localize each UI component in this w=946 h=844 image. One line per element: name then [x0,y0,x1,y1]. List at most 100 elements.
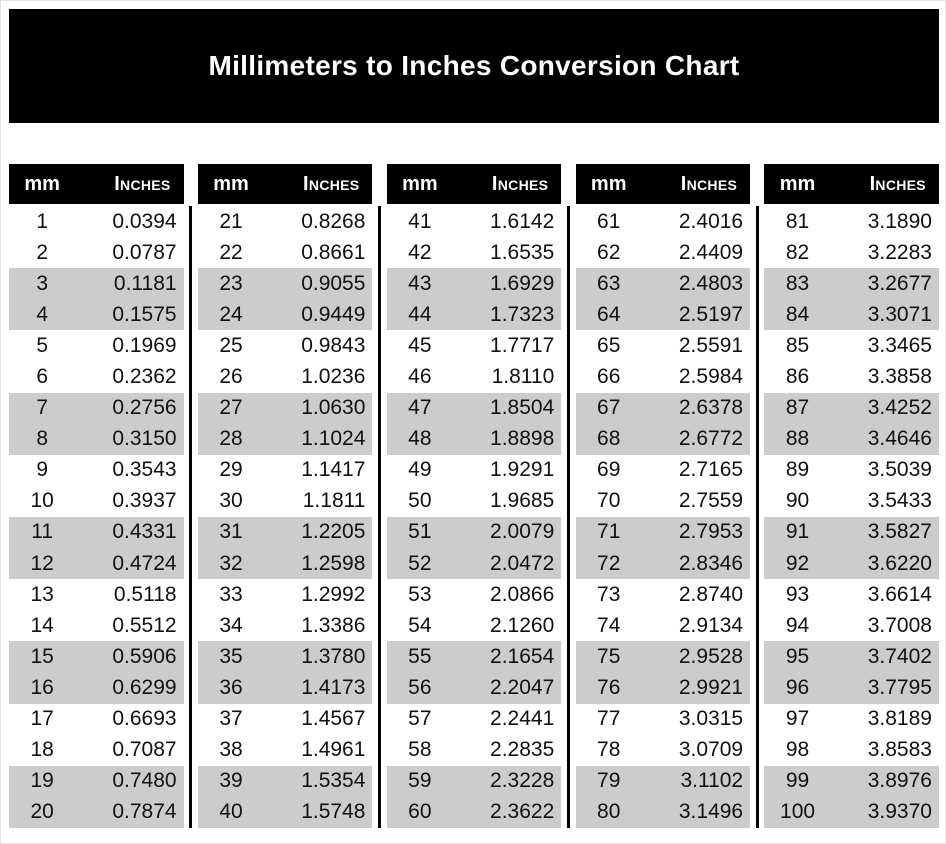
table-row: 46 1.8110 [387,361,562,392]
mm-value: 57 [408,707,432,731]
table-row: 28 1.1024 [197,423,373,455]
inches-value: 2.8740 [678,582,744,606]
table-row: 11 0.4331 [9,516,184,549]
table-row: 93 3.6614 [764,579,939,610]
table-row: 20 0.7874 [9,796,184,828]
mm-value: 67 [597,396,621,420]
mm-value: 45 [408,333,432,357]
mm-value: 61 [597,209,621,233]
inches-value: 2.5591 [678,333,744,357]
table-row: 50 1.9685 [387,486,562,517]
mm-value: 38 [219,738,243,762]
table-row: 83 3.2677 [764,268,939,300]
mm-value: 3 [36,271,49,295]
inches-value: 3.7795 [867,675,932,699]
table-row: 21 0.8268 [198,206,373,237]
inches-value: 2.1260 [490,613,555,637]
inches-value: 0.3150 [112,427,177,451]
conversion-table-2: mm Inches 21 0.8268 22 0.8661 23 0.9055 24 0.94… [197,164,382,828]
mm-value: 74 [597,613,621,637]
mm-value: 72 [597,551,621,575]
inches-value: 0.4724 [112,551,177,575]
inches-value: 3.2283 [867,240,932,264]
inches-header: Inches [680,172,738,195]
mm-value: 85 [785,333,810,357]
table-row: 49 1.9291 [387,455,562,486]
inches-value: 2.5197 [678,302,744,326]
inches-value: 3.8189 [867,707,932,731]
table-row: 29 1.1417 [198,455,373,486]
table-row: 81 3.1890 [764,206,939,237]
column-divider [566,206,570,828]
mm-value: 46 [408,365,432,389]
table-row: 91 3.5827 [764,516,939,549]
inches-value: 2.9921 [678,675,744,699]
inches-value: 0.4331 [112,520,177,544]
table-row: 5 0.1969 [9,330,184,361]
mm-value: 60 [408,800,432,824]
inches-value: 0.1969 [112,333,177,357]
table-row: 60 2.3622 [386,796,562,828]
inches-value: 1.6142 [490,209,555,233]
mm-value: 90 [785,489,810,513]
table-row: 65 2.5591 [576,330,751,361]
mm-value: 76 [597,675,621,699]
mm-value: 37 [219,707,243,731]
mm-value: 17 [30,707,54,731]
table-row: 30 1.1811 [198,486,373,517]
table-row: 55 2.1654 [386,641,562,673]
mm-value: 24 [219,302,243,326]
table-row: 16 0.6299 [9,672,184,704]
inches-value: 0.7480 [112,769,177,793]
inches-value: 1.0236 [301,365,366,389]
table-row: 18 0.7087 [9,735,184,766]
inches-value: 3.4252 [867,396,932,420]
inches-value: 2.7165 [678,458,744,482]
mm-value: 58 [408,738,432,762]
inches-value: 0.9843 [301,333,366,357]
table-row: 34 1.3386 [198,610,373,641]
mm-value: 2 [36,240,49,264]
inches-value: 0.6693 [112,707,177,731]
table-row: 68 2.6772 [575,423,751,455]
table-row: 36 1.4173 [197,672,373,704]
inches-value: 2.4016 [678,209,744,233]
mm-value: 26 [219,365,243,389]
mm-value: 99 [785,769,810,793]
inches-value: 0.0787 [112,240,177,264]
table-body: 41 1.6142 42 1.6535 43 1.6929 44 1.7323 45 1.7717… [386,206,562,828]
table-row: 9 0.3543 [9,455,184,486]
inches-value: 1.4173 [301,675,366,699]
table-row: 47 1.8504 [386,392,562,424]
inches-value: 0.6299 [112,675,177,699]
inches-value: 2.0472 [490,551,555,575]
table-row: 86 3.3858 [764,361,939,392]
table-body: 21 0.8268 22 0.8661 23 0.9055 24 0.9449 25 0.9843… [197,206,373,828]
table-row: 64 2.5197 [575,299,751,331]
inches-value: 1.4567 [301,707,366,731]
table-row: 44 1.7323 [386,299,562,331]
inches-value: 1.8898 [490,427,555,451]
table-row: 42 1.6535 [387,237,562,268]
mm-value: 63 [597,271,621,295]
table-row: 15 0.5906 [9,641,184,673]
mm-value: 4 [36,302,49,326]
mm-header: mm [779,172,816,195]
table-row: 87 3.4252 [764,392,939,424]
table-row: 27 1.0630 [197,392,373,424]
mm-value: 87 [785,396,810,420]
table-row: 67 2.6378 [575,392,751,424]
mm-value: 40 [219,800,243,824]
inches-value: 1.9685 [490,489,555,513]
inches-value: 0.1181 [113,271,177,295]
mm-value: 1 [36,209,49,233]
inches-value: 2.7953 [678,520,744,544]
table-row: 24 0.9449 [197,299,373,331]
table-row: 100 3.9370 [764,796,939,828]
inches-value: 2.4409 [678,240,744,264]
inches-value: 2.1654 [490,644,555,668]
inches-value: 0.8268 [301,209,366,233]
inches-value: 3.7402 [867,644,932,668]
inches-value: 3.3465 [867,333,932,357]
table-row: 48 1.8898 [386,423,562,455]
